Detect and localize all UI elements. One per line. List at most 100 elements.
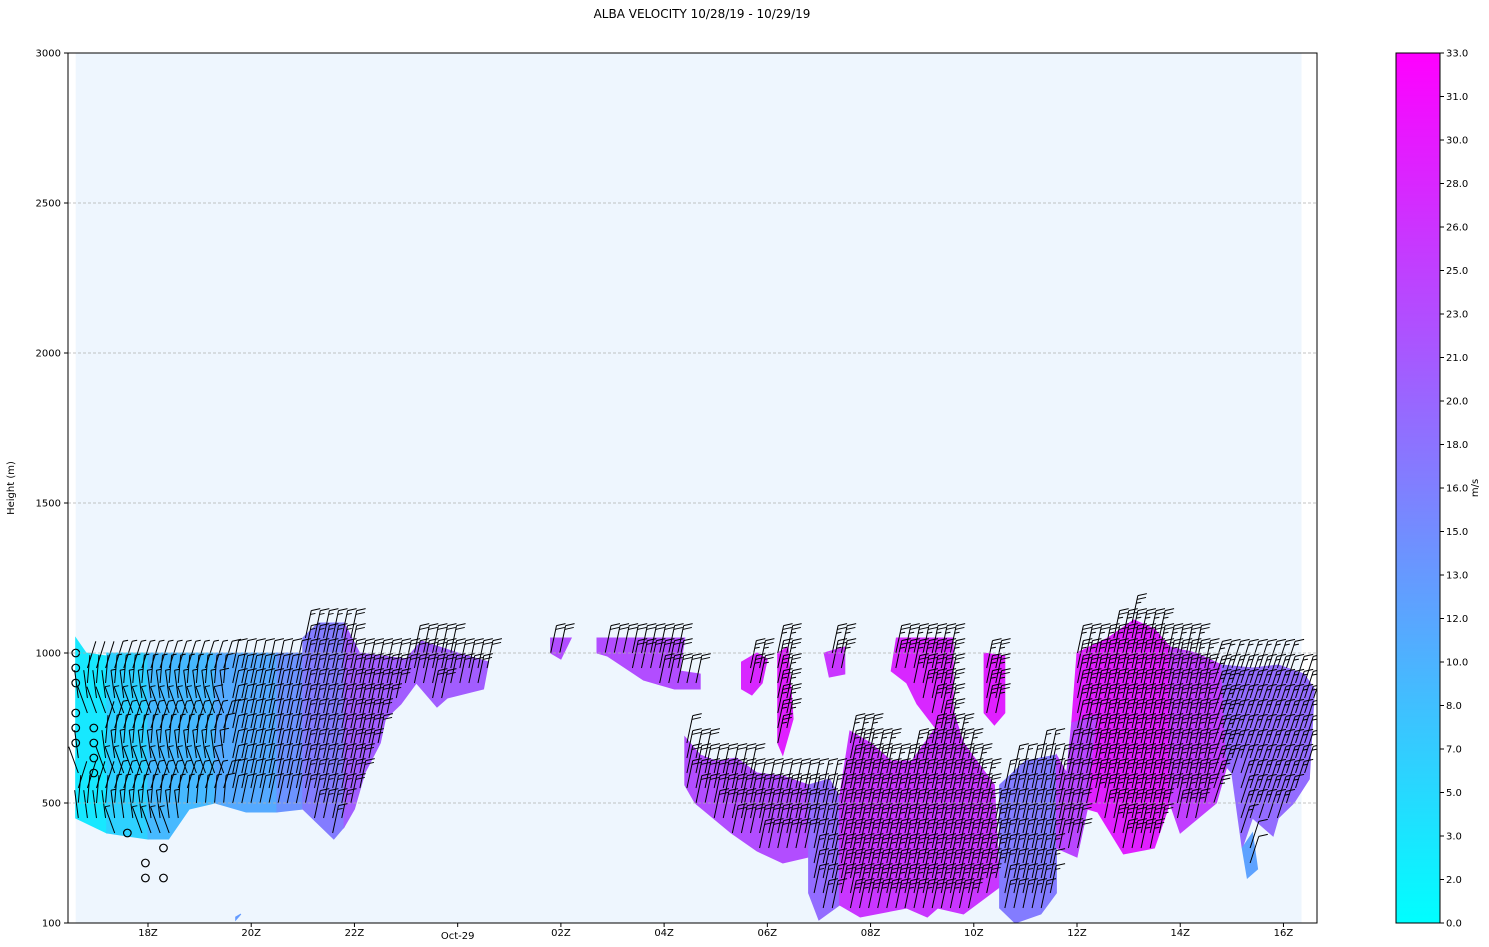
barb-staff — [177, 701, 188, 729]
wind-barb-700 — [958, 758, 975, 789]
wind-barb-235 — [286, 758, 303, 789]
barb-staff — [1104, 790, 1112, 819]
barb-staff — [695, 655, 703, 684]
barb-flag — [819, 818, 830, 822]
barb-half-flag — [890, 796, 897, 799]
wind-barb-959 — [1167, 713, 1184, 744]
wind-barb-581 — [886, 788, 902, 819]
barb-half-flag — [1027, 792, 1034, 795]
barb-half-flag — [195, 685, 202, 688]
wind-barb-394 — [641, 623, 657, 654]
barb-staff — [195, 655, 200, 684]
barb-staff — [1158, 715, 1166, 744]
colorbar-tick-label: 31.0 — [1446, 92, 1468, 103]
barb-staff — [232, 760, 240, 789]
barb-staff — [1204, 745, 1212, 774]
wind-barb-444 — [750, 638, 766, 669]
barb-flag — [755, 776, 765, 780]
barb-flag — [973, 761, 983, 765]
wind-barb-304 — [332, 623, 348, 654]
barb-staff — [1276, 761, 1287, 789]
barb-flag — [700, 776, 711, 780]
barb-half-flag — [819, 792, 825, 795]
barb-flag — [891, 851, 901, 855]
barb-half-flag — [963, 796, 969, 799]
barb-staff — [931, 880, 939, 909]
barb-half-flag — [1181, 781, 1187, 784]
wind-barb-87 — [150, 653, 159, 684]
barb-flag — [1182, 626, 1192, 630]
barb-flag — [364, 641, 375, 645]
barb-flag — [256, 743, 266, 747]
wind-barb-32 — [110, 788, 117, 819]
wind-barb-693 — [958, 863, 975, 894]
barb-staff — [1195, 775, 1202, 804]
colorbar-tick-label: 30.0 — [1446, 136, 1468, 147]
barb-half-flag — [171, 713, 177, 716]
barb-half-flag — [174, 788, 180, 791]
barb-flag — [937, 878, 948, 882]
barb-half-flag — [918, 796, 924, 799]
barb-flag — [1083, 728, 1093, 732]
barb-half-flag — [972, 856, 978, 859]
barb-staff — [1276, 791, 1287, 819]
wind-barb-503 — [822, 803, 839, 834]
barb-flag — [801, 788, 811, 792]
wind-barb-530 — [849, 848, 866, 879]
wind-barb-604 — [904, 788, 920, 819]
barb-flag — [1055, 743, 1066, 747]
wind-barb-450 — [759, 653, 775, 684]
barb-staff — [722, 745, 730, 774]
wind-barb-798 — [1049, 818, 1066, 849]
barb-flag — [365, 638, 375, 642]
barb-half-flag — [890, 826, 897, 829]
barb-staff — [241, 670, 249, 699]
barb-staff — [968, 820, 975, 849]
wind-barb-642 — [931, 833, 948, 864]
wind-barb-83 — [150, 713, 159, 744]
barb-flag — [691, 731, 702, 735]
wind-barb-661 — [940, 803, 957, 834]
barb-half-flag — [1009, 837, 1015, 840]
barb-flag — [265, 638, 275, 642]
barb-staff — [831, 835, 839, 864]
barb-half-flag — [963, 781, 969, 784]
barb-flag — [892, 758, 902, 762]
barb-flag — [991, 806, 1001, 810]
barb-staff — [949, 865, 957, 894]
colorbar: 0.02.03.05.07.08.010.012.013.015.016.018… — [1395, 49, 1468, 930]
x-tick-label: 16Z — [1274, 928, 1294, 939]
barb-flag — [1119, 683, 1129, 687]
wind-barb-370 — [432, 638, 448, 669]
barb-flag — [1091, 656, 1101, 660]
barb-staff — [804, 820, 812, 849]
wind-barb-679 — [949, 803, 966, 834]
wind-barb-646 — [931, 773, 948, 804]
barb-flag — [438, 623, 448, 627]
barb-flag — [837, 758, 848, 762]
barb-half-flag — [954, 631, 960, 634]
wind-barb-725 — [986, 848, 1002, 879]
barb-staff — [1186, 655, 1193, 684]
barb-flag — [910, 818, 920, 822]
barb-staff — [877, 730, 884, 759]
barb-staff — [459, 655, 467, 684]
barb-flag — [982, 866, 992, 870]
wind-barb-248 — [295, 713, 312, 744]
wind-barb-133 — [186, 639, 201, 669]
barb-flag — [882, 851, 892, 855]
barb-staff — [831, 640, 839, 669]
barb-staff — [904, 805, 912, 834]
barb-staff — [141, 761, 151, 789]
barb-half-flag — [1199, 676, 1205, 679]
barb-flag — [955, 791, 965, 795]
barb-staff — [895, 625, 903, 654]
barb-flag — [1155, 713, 1166, 717]
barb-staff — [128, 730, 134, 759]
barb-staff — [119, 670, 125, 699]
barb-half-flag — [1055, 867, 1061, 870]
wind-barb-386 — [550, 623, 566, 654]
barb-flag — [883, 743, 893, 747]
barb-half-flag — [1136, 781, 1142, 784]
barb-staff — [931, 760, 939, 789]
